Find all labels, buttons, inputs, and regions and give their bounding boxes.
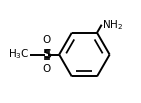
Text: NH$_2$: NH$_2$ <box>102 18 123 32</box>
Text: O: O <box>43 35 51 45</box>
Text: S: S <box>43 48 51 61</box>
Text: H$_3$C: H$_3$C <box>7 48 29 61</box>
Text: O: O <box>43 64 51 74</box>
